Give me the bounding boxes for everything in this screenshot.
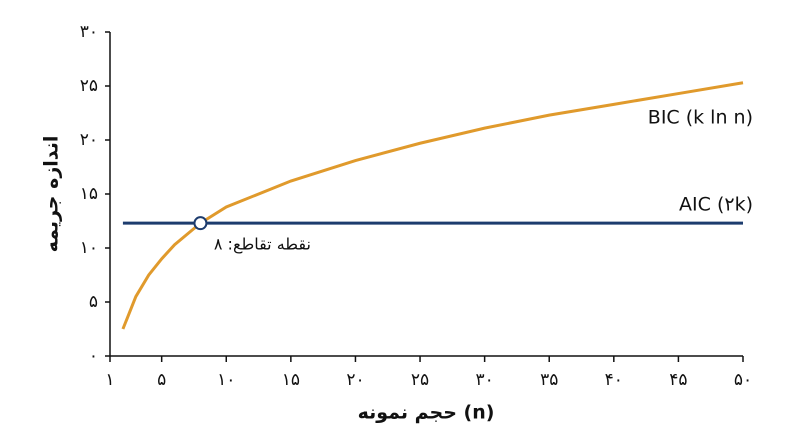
y-tick-label: ۵ <box>89 292 98 312</box>
x-tick-label: ۱۰ <box>217 370 235 390</box>
series-label: AIC (۲k) <box>679 194 753 216</box>
intersection-marker <box>193 216 208 231</box>
y-tick-label: ۲۵ <box>80 76 98 96</box>
x-tick-label: ۱ <box>105 370 114 390</box>
series-line <box>121 81 744 330</box>
x-tick-label: ۳۵ <box>540 370 558 390</box>
x-tick-label: ۵ <box>157 370 166 390</box>
x-tick-label: ۲۰ <box>346 370 364 390</box>
y-tick-label: ۱۵ <box>80 184 98 204</box>
y-tick-label: ۱۰ <box>80 238 98 258</box>
series-label: BIC (k ln n) <box>648 106 753 128</box>
annotation: نقطه تقاطع: ۸ <box>214 235 311 255</box>
x-tick-label: ۳۰ <box>475 370 493 390</box>
x-tick-label: ۲۵ <box>411 370 429 390</box>
x-tick-label: ۱۵ <box>282 370 300 390</box>
x-tick-label: ۵۰ <box>734 370 752 390</box>
x-axis-label: حجم نمونه (n) <box>358 402 495 424</box>
x-tick-label: ۴۰ <box>605 370 623 390</box>
y-tick-label: ۳۰ <box>80 22 98 42</box>
x-tick-label: ۴۵ <box>669 370 687 390</box>
y-axis-label: اندازه جریمه <box>41 136 63 253</box>
y-tick-label: ۰ <box>89 346 98 366</box>
y-tick-label: ۲۰ <box>80 130 98 150</box>
